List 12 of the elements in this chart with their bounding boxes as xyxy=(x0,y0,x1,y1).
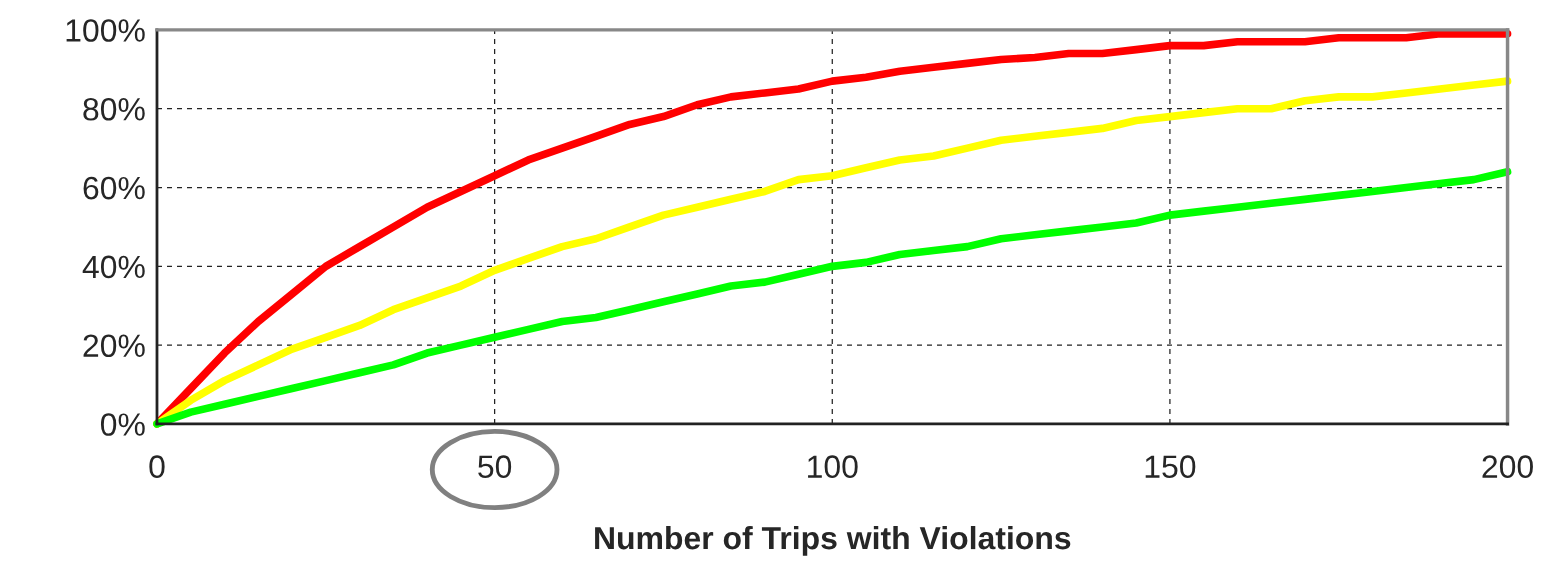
x-tick-label: 200 xyxy=(1482,455,1533,478)
x-tick-label: 50 xyxy=(478,455,512,478)
y-tick-label: 100% xyxy=(66,19,145,42)
y-tick-label: 20% xyxy=(83,334,145,358)
y-tick-label: 40% xyxy=(82,255,145,279)
y-tick-label: 0% xyxy=(100,413,145,436)
x-tick-label: 150 xyxy=(1145,455,1196,478)
y-tick-label: 80% xyxy=(83,97,145,121)
x-tick-label: 100 xyxy=(808,455,858,478)
y-tick-label: 60% xyxy=(83,176,145,200)
x-axis-title: Number of Trips with Violations xyxy=(595,525,1071,556)
x-tick-label: 0 xyxy=(149,455,165,478)
